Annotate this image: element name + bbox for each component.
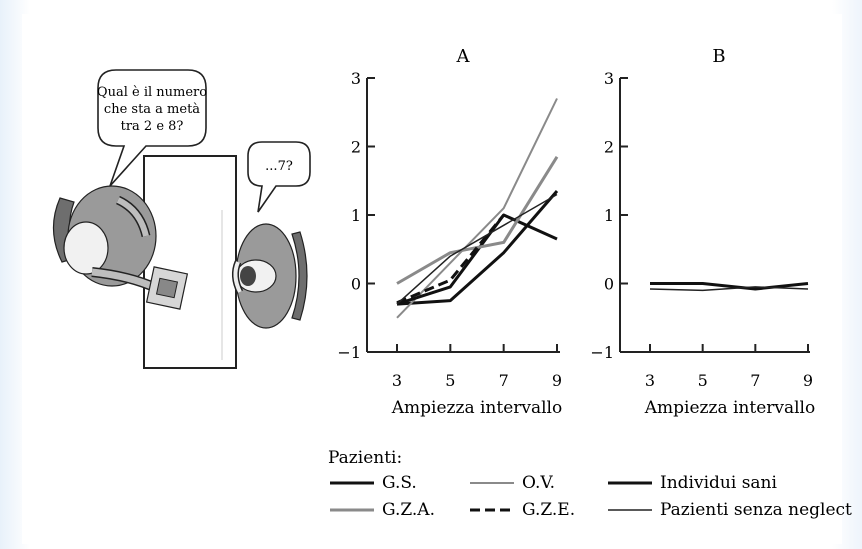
chart-b-xlabel: Ampiezza intervallo xyxy=(644,398,815,418)
chart-a-title: A xyxy=(456,46,471,67)
series-line-g-s xyxy=(396,190,559,306)
series-line-pazienti-senza-neglect xyxy=(396,193,558,305)
series-line-g-z-e xyxy=(396,214,505,305)
y-tick-label: 2 xyxy=(604,138,614,157)
series-line-individui-sani xyxy=(650,282,809,291)
y-tick-label: 2 xyxy=(351,138,361,157)
y-tick-label: −1 xyxy=(337,343,361,362)
y-tick-label: −1 xyxy=(590,343,614,362)
y-tick-label: 3 xyxy=(351,69,361,88)
legend-label: O.V. xyxy=(522,473,555,493)
x-tick-label: 5 xyxy=(445,371,455,390)
y-tick-label: 0 xyxy=(351,275,361,294)
x-tick-label: 7 xyxy=(750,371,760,390)
legend: Pazienti: G.S. O.V. Individui sani G.Z.A. G.… xyxy=(328,448,852,520)
chart-a: A −1 0 1 2 3 3 5 7 9 Ampiezza intervallo xyxy=(337,46,562,418)
patient-figure-icon xyxy=(231,223,308,329)
series-line-o-v xyxy=(396,98,558,319)
legend-label: Individui sani xyxy=(660,473,778,493)
x-tick-label: 3 xyxy=(392,371,402,390)
chart-b: B −1 0 1 2 3 3 5 7 9 Ampiezza intervallo xyxy=(590,46,815,418)
y-tick-label: 1 xyxy=(604,206,614,225)
legend-label: Pazienti senza neglect xyxy=(660,500,852,520)
speech-bubble-right xyxy=(247,141,311,213)
speech-left-line-3: tra 2 e 8? xyxy=(121,119,184,134)
chart-b-title: B xyxy=(712,46,725,67)
x-tick-label: 9 xyxy=(552,371,562,390)
x-tick-label: 7 xyxy=(499,371,509,390)
speech-bubble-left xyxy=(97,69,207,187)
x-tick-label: 5 xyxy=(698,371,708,390)
legend-label: G.Z.A. xyxy=(382,500,435,520)
legend-title: Pazienti: xyxy=(328,448,402,468)
series-line-individui-sani xyxy=(396,213,558,306)
speech-left-line-1: Qual è il numero xyxy=(97,85,207,100)
x-tick-label: 9 xyxy=(803,371,813,390)
legend-label: G.Z.E. xyxy=(522,500,575,520)
examiner-figure-icon xyxy=(52,185,189,310)
illustration: Qual è il numero che sta a metà tra 2 e … xyxy=(52,69,311,369)
x-tick-label: 3 xyxy=(645,371,655,390)
y-tick-label: 1 xyxy=(351,206,361,225)
table-icon xyxy=(143,155,237,369)
legend-label: G.S. xyxy=(382,473,417,493)
chart-a-xlabel: Ampiezza intervallo xyxy=(391,398,562,418)
speech-right-text: ...7? xyxy=(265,159,293,174)
speech-left-line-2: che sta a metà xyxy=(104,102,200,117)
y-tick-label: 3 xyxy=(604,69,614,88)
y-tick-label: 0 xyxy=(604,275,614,294)
series-line-pazienti-senza-neglect xyxy=(649,286,809,292)
